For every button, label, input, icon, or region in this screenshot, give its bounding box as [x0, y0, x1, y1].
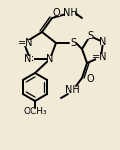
Text: OCH₃: OCH₃: [23, 108, 47, 117]
Text: O: O: [52, 8, 60, 18]
FancyBboxPatch shape: [65, 10, 75, 16]
Text: NH: NH: [63, 8, 77, 18]
FancyBboxPatch shape: [67, 87, 77, 93]
Text: =N: =N: [18, 38, 34, 48]
Text: =N: =N: [92, 52, 108, 62]
FancyBboxPatch shape: [27, 108, 43, 116]
Text: N: N: [46, 54, 54, 64]
FancyBboxPatch shape: [70, 40, 76, 46]
FancyBboxPatch shape: [96, 54, 105, 60]
Text: O: O: [86, 74, 94, 84]
Text: NH: NH: [65, 85, 79, 95]
FancyBboxPatch shape: [24, 56, 33, 62]
Text: N: N: [99, 37, 107, 47]
Text: S: S: [87, 31, 93, 41]
FancyBboxPatch shape: [87, 33, 93, 39]
FancyBboxPatch shape: [21, 40, 30, 46]
FancyBboxPatch shape: [100, 39, 106, 45]
FancyBboxPatch shape: [47, 56, 53, 62]
Text: S: S: [70, 38, 76, 48]
FancyBboxPatch shape: [53, 10, 60, 16]
FancyBboxPatch shape: [87, 76, 93, 82]
Text: N∶: N∶: [24, 54, 34, 64]
